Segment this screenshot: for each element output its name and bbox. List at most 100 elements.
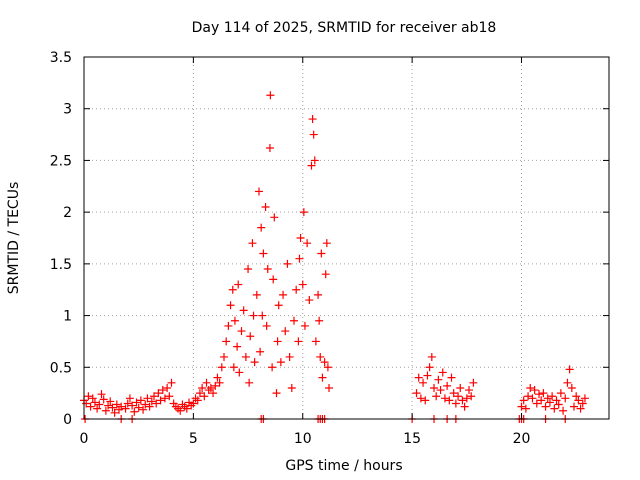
data-point: [290, 316, 298, 325]
data-point: [150, 392, 158, 401]
data-point: [537, 396, 546, 405]
data-point: [213, 373, 222, 382]
data-point: [467, 392, 476, 401]
data-point: [134, 403, 143, 412]
data-point: [445, 396, 454, 405]
data-point: [580, 394, 589, 403]
y-tick-label: 3.5: [50, 50, 72, 66]
x-tick-label: 0: [80, 431, 89, 447]
data-point: [244, 265, 253, 274]
data-point: [305, 296, 314, 305]
y-tick-label: 3: [63, 102, 72, 118]
data-point: [165, 392, 174, 401]
data-point: [570, 402, 578, 411]
data-point: [139, 405, 148, 414]
data-point: [285, 352, 294, 361]
data-point: [314, 290, 323, 299]
data-point: [220, 352, 228, 361]
data-point: [528, 394, 537, 403]
data-point: [548, 392, 557, 401]
data-point: [257, 223, 266, 232]
data-point: [211, 381, 220, 390]
data-point: [224, 321, 233, 330]
data-point: [121, 404, 130, 413]
data-point: [266, 91, 275, 100]
data-point: [294, 337, 303, 346]
data-point: [325, 383, 333, 392]
data-point: [235, 368, 244, 377]
data-point: [245, 378, 254, 387]
data-point: [279, 290, 288, 299]
data-point: [86, 402, 95, 411]
data-point: [222, 337, 231, 346]
data-point: [561, 394, 570, 403]
data-point: [195, 389, 204, 398]
y-tick-label: 2: [63, 205, 72, 221]
data-point: [154, 389, 163, 398]
data-point: [541, 402, 550, 411]
data-point: [465, 386, 473, 395]
data-point: [530, 386, 539, 395]
data-point: [434, 375, 443, 384]
data-point: [101, 406, 110, 415]
data-point: [217, 363, 226, 372]
data-point: [269, 275, 278, 284]
data-point: [239, 306, 248, 315]
data-point: [308, 115, 317, 124]
data-point: [246, 332, 255, 341]
data-point: [315, 316, 324, 325]
data-point: [112, 400, 121, 409]
data-point: [526, 383, 535, 392]
data-point: [543, 394, 552, 403]
data-points: [80, 91, 589, 423]
data-point: [143, 394, 152, 403]
data-point: [416, 394, 425, 403]
data-point: [421, 396, 430, 405]
data-point: [521, 404, 530, 413]
data-point: [234, 280, 243, 289]
data-point: [460, 402, 469, 411]
data-point: [123, 399, 132, 408]
data-point: [158, 386, 167, 395]
data-point: [300, 321, 309, 330]
data-point: [432, 392, 441, 401]
data-point: [454, 392, 463, 401]
x-tick-label: 5: [189, 431, 198, 447]
data-point: [106, 397, 115, 406]
data-point: [281, 327, 290, 336]
x-tick-label: 10: [294, 431, 312, 447]
data-point: [423, 371, 432, 380]
data-point: [427, 352, 436, 361]
data-point: [572, 392, 581, 401]
y-tick-labels: 0 0.5 1 1.5 2 2.5 3 3.5: [50, 50, 72, 428]
chart-title: Day 114 of 2025, SRMTID for receiver ab1…: [192, 20, 497, 36]
y-tick-label: 1.5: [50, 257, 72, 273]
data-point: [141, 400, 150, 409]
data-point: [545, 398, 554, 407]
data-point: [248, 239, 257, 248]
data-point: [200, 392, 209, 401]
y-tick-label: 1: [63, 309, 72, 325]
data-point: [303, 239, 312, 248]
data-point: [241, 352, 250, 361]
data-point: [274, 301, 283, 310]
data-point: [578, 399, 587, 408]
data-point: [532, 399, 541, 408]
data-point: [95, 400, 104, 409]
data-point: [128, 401, 137, 410]
data-point: [440, 394, 449, 403]
data-point: [147, 397, 156, 406]
data-point: [574, 396, 583, 405]
data-point: [156, 396, 165, 405]
data-point: [255, 187, 263, 196]
data-point: [316, 352, 325, 361]
data-point: [535, 390, 543, 399]
data-point: [206, 383, 215, 392]
x-axis-label: GPS time / hours: [285, 458, 402, 474]
data-point: [295, 254, 304, 263]
data-point: [556, 389, 565, 398]
data-point: [462, 394, 471, 403]
data-point: [296, 234, 305, 242]
y-tick-label: 0: [63, 412, 72, 428]
